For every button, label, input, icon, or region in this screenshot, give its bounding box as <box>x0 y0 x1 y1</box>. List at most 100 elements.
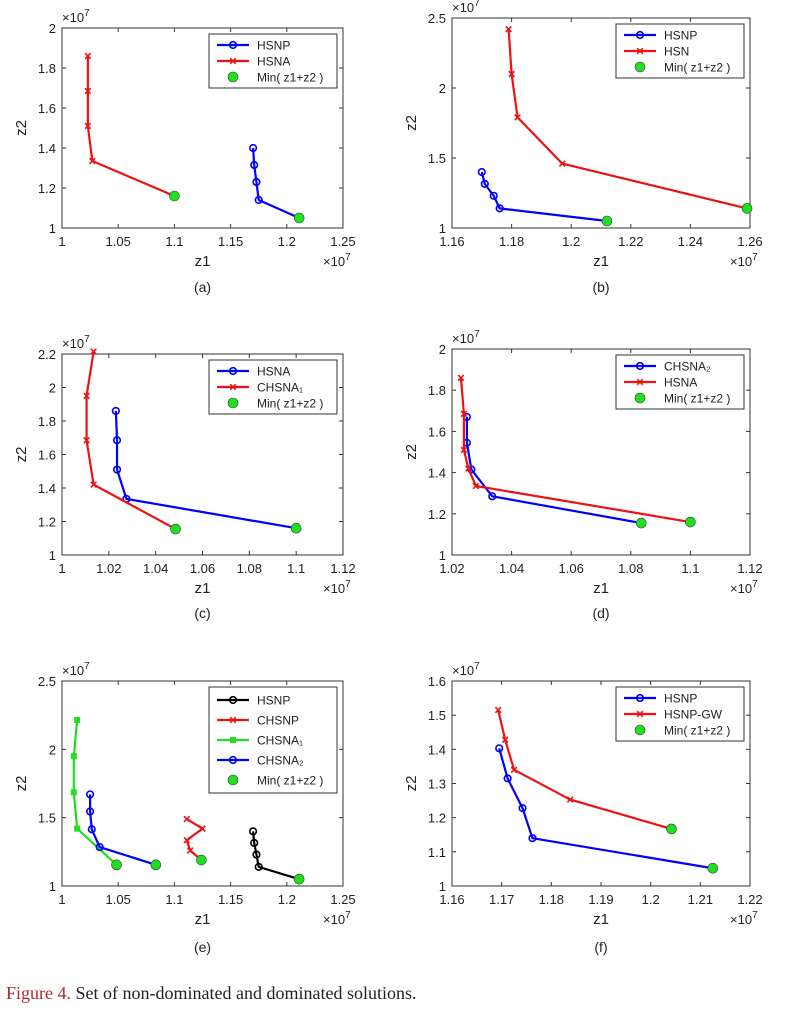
y-tick-label: 1 <box>49 548 56 563</box>
legend-swatch-marker <box>636 378 644 386</box>
data-point <box>84 52 92 60</box>
data-point <box>112 436 122 445</box>
legend: HSNA CHSNA₁ Min( z1+z2 ) <box>208 359 338 415</box>
data-point <box>70 789 77 796</box>
caption-label: Figure 4. <box>6 983 71 1003</box>
data-point <box>88 157 96 165</box>
data-point <box>252 850 261 859</box>
x-exponent-label: ×107 <box>323 910 351 927</box>
x-tick-label: 1.21 <box>688 892 713 907</box>
legend-swatch-marker <box>228 40 238 50</box>
data-point <box>501 736 509 744</box>
data-point <box>83 436 90 444</box>
y-tick-label: 1.4 <box>428 742 446 757</box>
x-tick-label: 1.16 <box>439 234 464 249</box>
x-tick-label: 1 <box>58 892 65 907</box>
y-tick-label: 1.2 <box>428 811 446 826</box>
y-tick-label: 2 <box>439 81 446 96</box>
x-tick-label: 1 <box>58 234 65 249</box>
min-point-marker <box>196 854 207 866</box>
panel-label: (f) <box>594 939 607 955</box>
x-exponent-label: ×107 <box>730 910 758 927</box>
y-tick-label: 1.8 <box>38 414 56 429</box>
y-exponent-label: ×107 <box>452 329 480 346</box>
series-min-z1-z2 <box>111 854 305 885</box>
series-hsnp <box>495 744 717 873</box>
min-point-marker <box>666 823 677 835</box>
chart-panel-4: 1 1.05 1.1 1.15 1.2 1.25 1 1.5 2 2.5 ×107 ×107 z1 z2 (… <box>13 661 356 955</box>
data-point <box>111 406 120 416</box>
x-tick-label: 1.22 <box>618 234 643 249</box>
y-tick-label: 1 <box>439 879 446 894</box>
legend-entry: Min( z1+z2 ) <box>257 71 323 85</box>
data-point <box>488 492 497 501</box>
panel-label: (d) <box>592 605 609 621</box>
y-tick-label: 1 <box>439 548 446 563</box>
data-point <box>494 706 502 714</box>
x-tick-label: 1.17 <box>489 892 514 907</box>
y-tick-label: 1.5 <box>38 811 56 826</box>
data-point <box>74 825 81 832</box>
min-point-marker <box>293 873 305 885</box>
data-point <box>85 790 95 799</box>
series-line <box>498 748 713 870</box>
x-tick-label: 1.04 <box>143 561 168 576</box>
panel-label: (c) <box>194 605 210 621</box>
y-tick-label: 2 <box>49 742 56 757</box>
min-point-marker <box>111 859 122 871</box>
legend-swatch-marker <box>636 47 644 55</box>
legend: HSNP CHSNP CHSNA₁ CHSNA₂ Min( z1+z2 ) <box>208 686 338 794</box>
x-tick-label: 1.18 <box>499 234 524 249</box>
min-point-marker <box>150 859 162 871</box>
y-tick-label: 1.3 <box>428 777 446 792</box>
x-exponent-label: ×107 <box>730 252 758 269</box>
legend-entry: CHSNA₂ <box>664 360 711 374</box>
data-point <box>74 716 81 723</box>
y-tick-label: 1 <box>439 221 446 236</box>
x-tick-label: 1.02 <box>96 561 121 576</box>
data-point <box>252 177 261 187</box>
legend-swatch-marker <box>229 57 237 65</box>
legend-swatch-marker <box>228 695 238 705</box>
legend: HSNP HSNA Min( z1+z2 ) <box>208 33 338 89</box>
x-tick-label: 1.08 <box>237 561 262 576</box>
y-tick-label: 2 <box>49 381 56 396</box>
y-axis-label: z2 <box>13 120 30 136</box>
y-tick-label: 1.8 <box>38 61 56 76</box>
data-point <box>508 70 515 78</box>
data-point <box>465 465 472 472</box>
x-tick-label: 1.2 <box>278 892 296 907</box>
chart-panel-1: 1.16 1.18 1.2 1.22 1.24 1.26 1 1.5 2 2.5 ×107 ×107 z… <box>403 0 763 295</box>
x-tick-label: 1.18 <box>539 892 564 907</box>
legend-swatch-marker <box>228 366 238 376</box>
legend-swatch-marker <box>229 383 237 391</box>
caption-text: Set of non-dominated and dominated solut… <box>75 983 417 1003</box>
legend-swatch-marker <box>229 716 237 724</box>
x-tick-label: 1.06 <box>190 561 215 576</box>
legend-swatch-marker <box>634 724 646 736</box>
legend-swatch-marker <box>635 361 645 371</box>
data-point <box>518 803 527 813</box>
series-min-z1-z2 <box>170 522 302 535</box>
data-point <box>199 825 206 832</box>
data-point <box>250 838 259 848</box>
legend-entry: HSNA <box>257 55 290 69</box>
x-axis-label: z1 <box>593 253 609 270</box>
legend-entry: CHSNA₁ <box>257 734 303 748</box>
x-tick-label: 1.15 <box>218 234 243 249</box>
legend: CHSNA₂ HSNA Min( z1+z2 ) <box>615 354 745 410</box>
y-tick-label: 2.5 <box>38 674 56 689</box>
panel-label: (e) <box>194 939 211 955</box>
x-tick-label: 1.06 <box>559 561 584 576</box>
data-point <box>254 195 263 205</box>
x-tick-label: 1.15 <box>218 892 243 907</box>
y-axis-label: z2 <box>403 776 420 792</box>
chart-panel-0: 1 1.05 1.1 1.15 1.2 1.25 1 1.2 1.4 1.6 1.8 2 ×107 ×10… <box>13 8 356 295</box>
legend: HSNP HSNP-GW Min( z1+z2 ) <box>615 686 745 742</box>
chart-panel-2: 1 1.02 1.04 1.06 1.08 1.1 1.12 1 1.2 1.4 1.6 1.8 2 2.… <box>13 334 356 621</box>
data-point <box>457 374 465 382</box>
data-point <box>460 446 468 454</box>
x-axis-label: z1 <box>195 253 211 270</box>
legend-swatch-marker <box>227 774 239 786</box>
legend-entry: HSNA <box>257 365 290 379</box>
